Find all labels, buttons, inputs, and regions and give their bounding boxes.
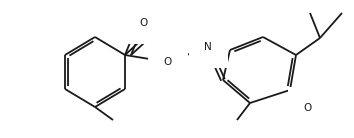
Text: O: O: [139, 18, 147, 28]
Text: O: O: [304, 103, 312, 113]
Text: N: N: [204, 42, 212, 52]
Text: O: O: [164, 57, 172, 67]
